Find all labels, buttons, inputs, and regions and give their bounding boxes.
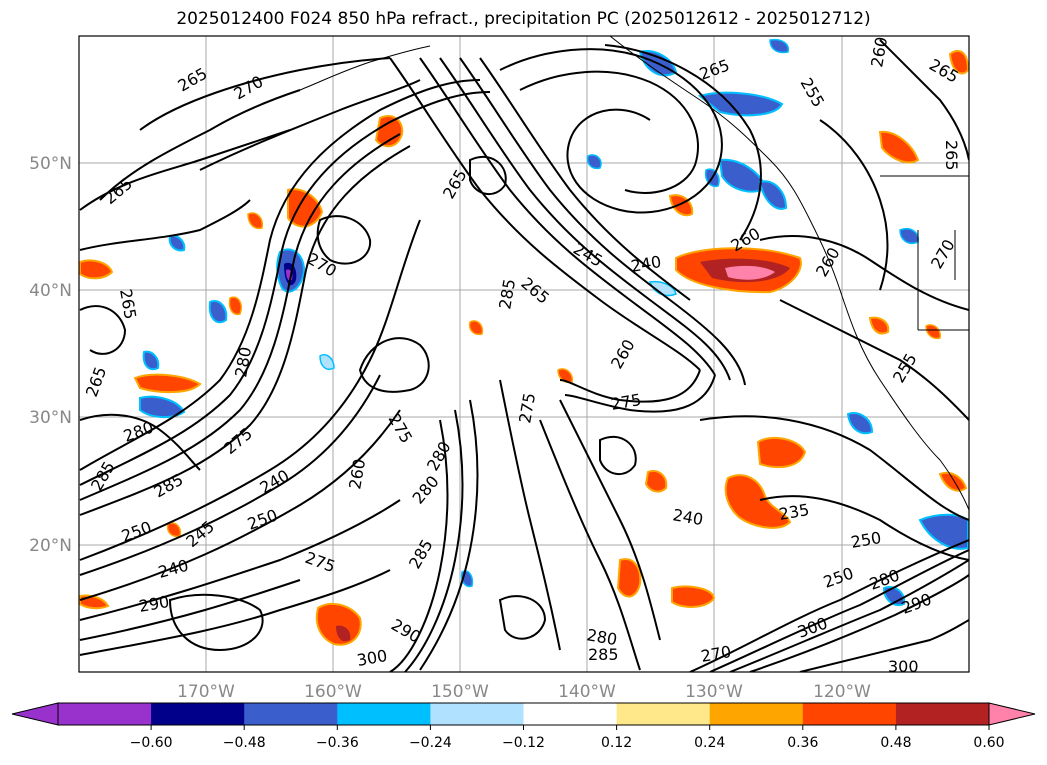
- plot-area: [79, 36, 969, 672]
- colorbar-tick-label: −0.60: [130, 735, 173, 751]
- colorbar-swatch: [244, 703, 338, 725]
- colorbar-swatch: [151, 703, 245, 725]
- colorbar-tick-label: −0.48: [223, 735, 266, 751]
- colorbar-swatch: [802, 703, 897, 725]
- colorbar: −0.60 −0.48 −0.36 −0.24 −0.12 0.12 0.24 0.36 0.4…: [11, 702, 1036, 751]
- precip-negative-patches: [139, 38, 969, 606]
- colorbar-extend-max: [988, 702, 1036, 726]
- lon-label-120w: 120°W: [813, 682, 871, 702]
- latitude-labels: 50°N 40°N 30°N 20°N: [29, 154, 72, 556]
- refractivity-contours: [79, 39, 969, 672]
- colorbar-tick-label: 0.60: [973, 735, 1004, 751]
- colorbar-extend-min: [11, 702, 59, 726]
- lon-label-160w: 160°W: [304, 682, 362, 702]
- graticule: [79, 36, 969, 672]
- lon-label-140w: 140°W: [558, 682, 616, 702]
- colorbar-tick-label: 0.36: [787, 735, 818, 751]
- contour-label: 285: [588, 645, 619, 664]
- colorbar-tick-label: −0.24: [409, 735, 452, 751]
- plot-frame: [78, 35, 970, 673]
- lon-label-170w: 170°W: [177, 682, 235, 702]
- colorbar-swatch: [895, 703, 990, 725]
- lat-label-20n: 20°N: [29, 536, 72, 556]
- colorbar-swatch: [430, 703, 524, 725]
- colorbar-swatch: [337, 703, 431, 725]
- precip-positive-patches: [79, 50, 969, 646]
- colorbar-tick-label: −0.12: [502, 735, 545, 751]
- contour-label: 300: [888, 657, 919, 676]
- lon-label-150w: 150°W: [431, 682, 489, 702]
- colorbar-tick-label: −0.36: [316, 735, 359, 751]
- colorbar-swatch: [523, 703, 618, 725]
- coastlines: [299, 36, 969, 511]
- longitude-labels: 170°W 160°W 150°W 140°W 130°W 120°W: [177, 682, 871, 702]
- colorbar-swatch: [616, 703, 711, 725]
- map-title: 2025012400 F024 850 hPa refract., precip…: [176, 9, 871, 29]
- colorbar-tick-label: 0.24: [694, 735, 725, 751]
- lat-label-40n: 40°N: [29, 281, 72, 301]
- colorbar-swatch: [58, 703, 152, 725]
- colorbar-tick-label: 0.12: [601, 735, 632, 751]
- contour-label: 265: [942, 140, 961, 171]
- lat-label-30n: 30°N: [29, 408, 72, 428]
- colorbar-tick-label: 0.48: [880, 735, 911, 751]
- lat-label-50n: 50°N: [29, 154, 72, 174]
- lon-label-130w: 130°W: [685, 682, 743, 702]
- colorbar-swatch: [709, 703, 804, 725]
